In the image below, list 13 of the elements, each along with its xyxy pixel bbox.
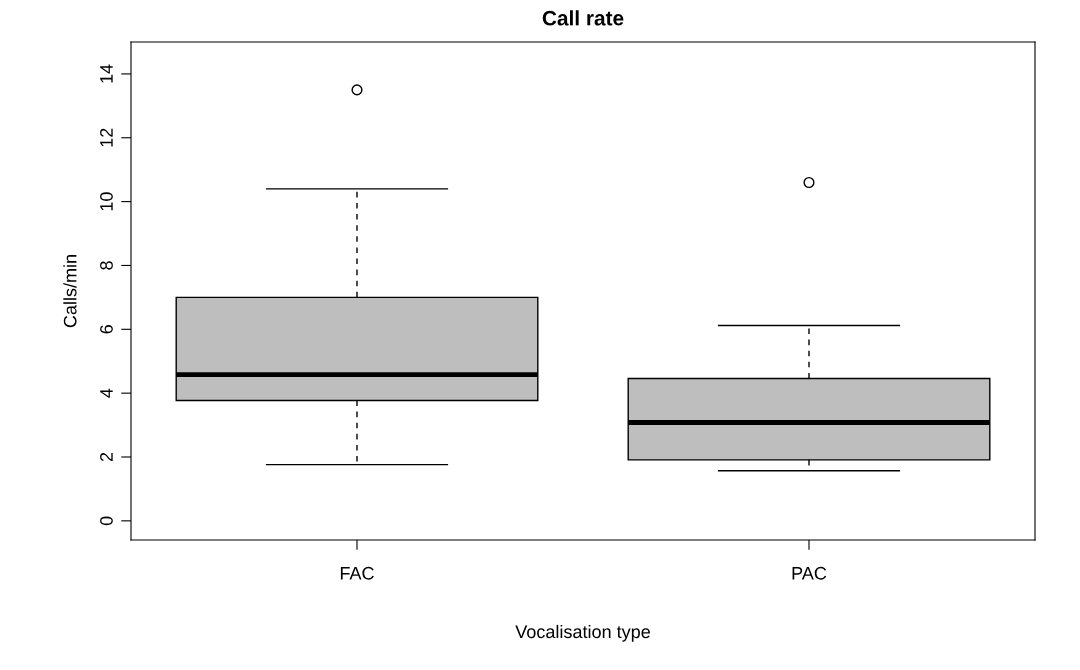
y-tick-label: 2 [100,452,113,462]
y-axis-title: Calls/min [63,255,77,328]
y-tick-label: 8 [100,261,113,270]
x-tick-label: FAC [340,566,374,580]
y-tick-label: 10 [100,192,113,211]
y-tick-label: 12 [100,128,113,147]
y-tick-label: 14 [100,64,113,83]
x-tick-label: PAC [792,566,827,580]
chart-title: Call rate [542,10,624,26]
y-tick-label: 6 [100,325,113,334]
y-tick-label: 0 [100,516,113,526]
y-tick-label: 4 [100,388,113,398]
x-axis-title: Vocalisation type [515,624,650,642]
